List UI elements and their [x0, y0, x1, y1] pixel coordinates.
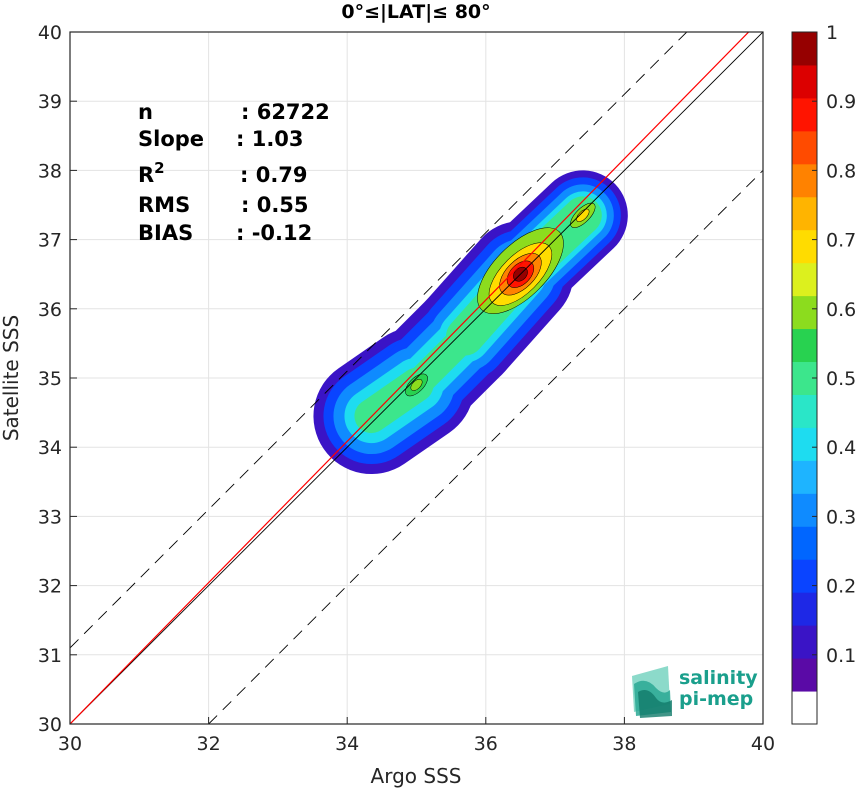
stat-value: : 0.55: [241, 193, 309, 217]
reference-lines: [70, 32, 763, 724]
stat-label: BIAS: [138, 221, 193, 245]
colorbar-swatch: [792, 625, 817, 659]
y-tick-label: 35: [38, 368, 62, 390]
logo-line1: salinity: [679, 667, 758, 689]
y-tick-label: 30: [38, 714, 62, 736]
colorbar-tick-label: 0.5: [826, 368, 856, 390]
x-tick-label: 32: [197, 733, 221, 755]
colorbar-swatch: [792, 262, 817, 297]
y-tick-label: 31: [38, 645, 62, 667]
y-axis-ticks: 30 31 32 33 34 35 36 37 38 39 40: [38, 22, 77, 736]
y-tick-label: 36: [38, 299, 62, 321]
colorbar-swatch: [792, 427, 817, 461]
colorbar-swatch: [792, 493, 817, 527]
x-tick-label: 30: [58, 733, 82, 755]
x-axis-ticks: 30 32 34 36 38 40: [58, 717, 775, 755]
colorbar-swatch: [792, 97, 817, 132]
regression-line: [70, 32, 757, 724]
y-tick-label: 34: [38, 437, 62, 459]
y-tick-label: 38: [38, 160, 62, 182]
colorbar-tick-label: 1: [826, 22, 838, 44]
colorbar-tick-label: 0.2: [826, 576, 856, 598]
stat-value: : -0.12: [236, 221, 312, 245]
y-tick-label: 33: [38, 506, 62, 528]
density-peak: [410, 378, 423, 391]
salinity-pimep-logo: salinity pi-mep: [632, 666, 758, 718]
wave-logo-icon: [632, 666, 672, 718]
x-tick-label: 38: [612, 733, 636, 755]
x-tick-label: 34: [335, 733, 359, 755]
colorbar-tick-label: 0.1: [826, 645, 856, 667]
colorbar-tick-label: 0.9: [826, 91, 856, 113]
y-tick-label: 39: [38, 91, 62, 113]
identity-line: [70, 32, 763, 724]
y-tick-label: 37: [38, 230, 62, 252]
stat-label: Slope: [138, 127, 204, 151]
colorbar-swatch: [792, 691, 817, 725]
colorbar-swatch: [792, 163, 817, 198]
colorbar-tick-label: 0.3: [826, 506, 856, 528]
colorbar-swatch: [792, 32, 817, 66]
density-peak: [576, 208, 590, 222]
colorbar-swatch: [792, 64, 817, 99]
x-tick-label: 36: [474, 733, 498, 755]
stat-label: n: [138, 100, 153, 124]
upper-dashed-line: [70, 32, 688, 649]
colorbar-tick-label: 0.6: [826, 299, 856, 321]
colorbar-swatch: [792, 196, 817, 231]
colorbar-tick-label: 0.7: [826, 230, 856, 252]
colorbar-ticks: 0.1 0.2 0.3 0.4 0.5 0.6 0.7 0.8 0.9 1: [812, 22, 856, 667]
colorbar-tick-label: 0.4: [826, 437, 856, 459]
colorbar-swatch: [792, 526, 817, 560]
colorbar-swatch: [792, 229, 817, 264]
stat-label: RMS: [138, 193, 190, 217]
x-axis-label: Argo SSS: [371, 764, 462, 788]
chart-title: 0°≤|LAT|≤ 80°: [341, 1, 490, 23]
colorbar-swatch: [792, 295, 817, 330]
colorbar-swatch: [792, 394, 817, 428]
colorbar-tick-label: 0.8: [826, 160, 856, 182]
stat-value: : 1.03: [236, 127, 304, 151]
lower-dashed-line: [208, 170, 763, 724]
logo-line2: pi-mep: [679, 688, 753, 710]
colorbar-swatch: [792, 592, 817, 626]
y-tick-label: 32: [38, 576, 62, 598]
colorbar-swatch: [792, 328, 817, 363]
y-axis-label: Satellite SSS: [0, 315, 23, 441]
colorbar-swatch: [792, 460, 817, 494]
colorbar-swatch: [792, 559, 817, 593]
stat-value: : 0.79: [240, 163, 308, 187]
colorbar-swatch: [792, 130, 817, 165]
stat-value: : 62722: [241, 100, 330, 124]
x-tick-label: 40: [751, 733, 775, 755]
colorbar-swatch: [792, 658, 817, 692]
y-tick-label: 40: [38, 22, 62, 44]
